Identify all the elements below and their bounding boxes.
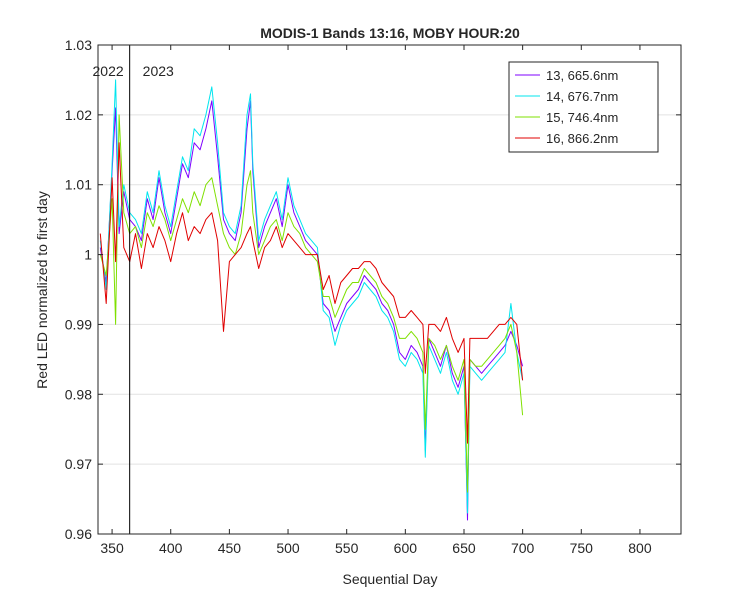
y-axis-label: Red LED normalized to first day xyxy=(34,191,50,389)
chart-title: MODIS-1 Bands 13:16, MOBY HOUR:20 xyxy=(260,25,520,41)
legend-label: 13, 665.6nm xyxy=(546,68,618,83)
x-tick-label: 550 xyxy=(335,540,359,556)
legend-label: 14, 676.7nm xyxy=(546,89,618,104)
data-series xyxy=(99,79,524,521)
series-line-14 xyxy=(99,79,524,514)
series-line-16 xyxy=(99,142,524,444)
year-label-left: 2022 xyxy=(93,63,124,79)
series-line-13 xyxy=(99,100,524,521)
legend-label: 15, 746.4nm xyxy=(546,110,618,125)
x-tick-label: 800 xyxy=(628,540,652,556)
legend-box xyxy=(508,61,659,153)
year-label-right: 2023 xyxy=(143,63,174,79)
y-tick-label: 1.03 xyxy=(65,37,92,53)
x-tick-label: 750 xyxy=(570,540,594,556)
y-tick-label: 1.01 xyxy=(65,177,92,193)
year-marker: 2022 2023 xyxy=(93,45,174,534)
y-tick-label: 0.96 xyxy=(65,526,92,542)
legend: 13, 665.6nm 14, 676.7nm 15, 746.4nm 16, 866… xyxy=(508,61,659,153)
y-tick-label: 0.97 xyxy=(65,456,92,472)
legend-label: 16, 866.2nm xyxy=(546,131,618,146)
plot-frame xyxy=(97,44,682,535)
x-tick-label: 600 xyxy=(394,540,418,556)
axis-ticks: 0.96 0.97 0.98 0.99 1 1.01 1.02 1.03 350 400 450 50… xyxy=(65,37,681,556)
x-tick-label: 350 xyxy=(100,540,124,556)
x-tick-label: 650 xyxy=(452,540,476,556)
x-tick-label: 450 xyxy=(218,540,242,556)
y-tick-label: 1 xyxy=(84,247,92,263)
y-tick-label: 0.99 xyxy=(65,316,92,332)
x-tick-label: 700 xyxy=(511,540,535,556)
y-tick-label: 1.02 xyxy=(65,107,92,123)
y-tick-label: 0.98 xyxy=(65,386,92,402)
x-tick-label: 500 xyxy=(276,540,300,556)
x-axis-label: Sequential Day xyxy=(343,571,438,587)
x-tick-label: 400 xyxy=(159,540,183,556)
